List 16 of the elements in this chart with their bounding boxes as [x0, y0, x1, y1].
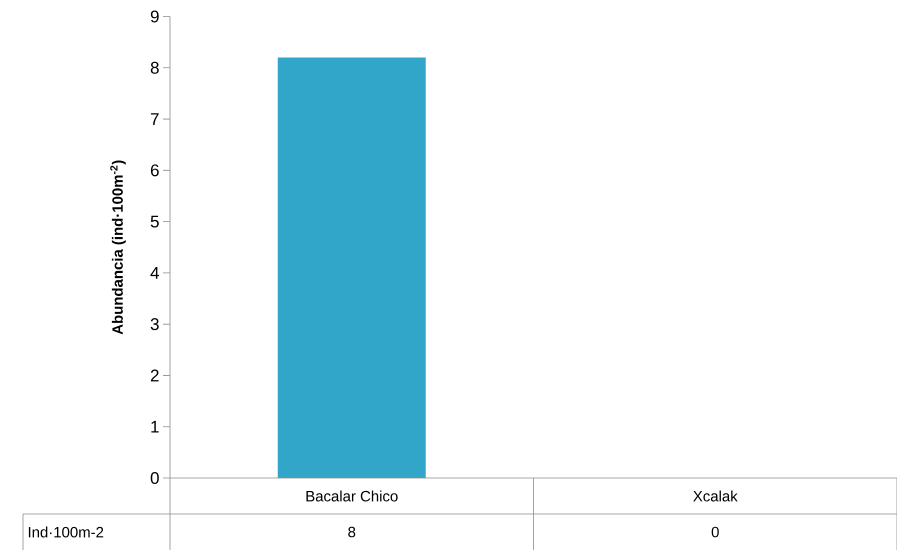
x-tick-label: Bacalar Chico	[306, 490, 398, 502]
y-tick-label: 6	[150, 164, 159, 176]
x-tick-label: Xcalak	[693, 490, 738, 502]
y-tick-label: 5	[150, 216, 159, 228]
text: Ind·100m-2	[28, 526, 104, 538]
y-tick-label: 4	[150, 267, 159, 279]
y-axis-title: Abundancia (ind·100m$^{-2}$)	[110, 160, 126, 334]
y-tick-label: 1	[151, 420, 159, 433]
y-tick-label: 3	[150, 318, 159, 330]
y-tick-label: 8	[150, 62, 159, 74]
y-tick-label: 9	[150, 10, 159, 22]
y-tick-label: 7	[150, 113, 159, 125]
data-label: 0	[712, 526, 719, 538]
data-label: 8	[348, 526, 356, 538]
y-tick-label: 0	[150, 472, 159, 484]
y-tick-label: 2	[150, 370, 159, 382]
